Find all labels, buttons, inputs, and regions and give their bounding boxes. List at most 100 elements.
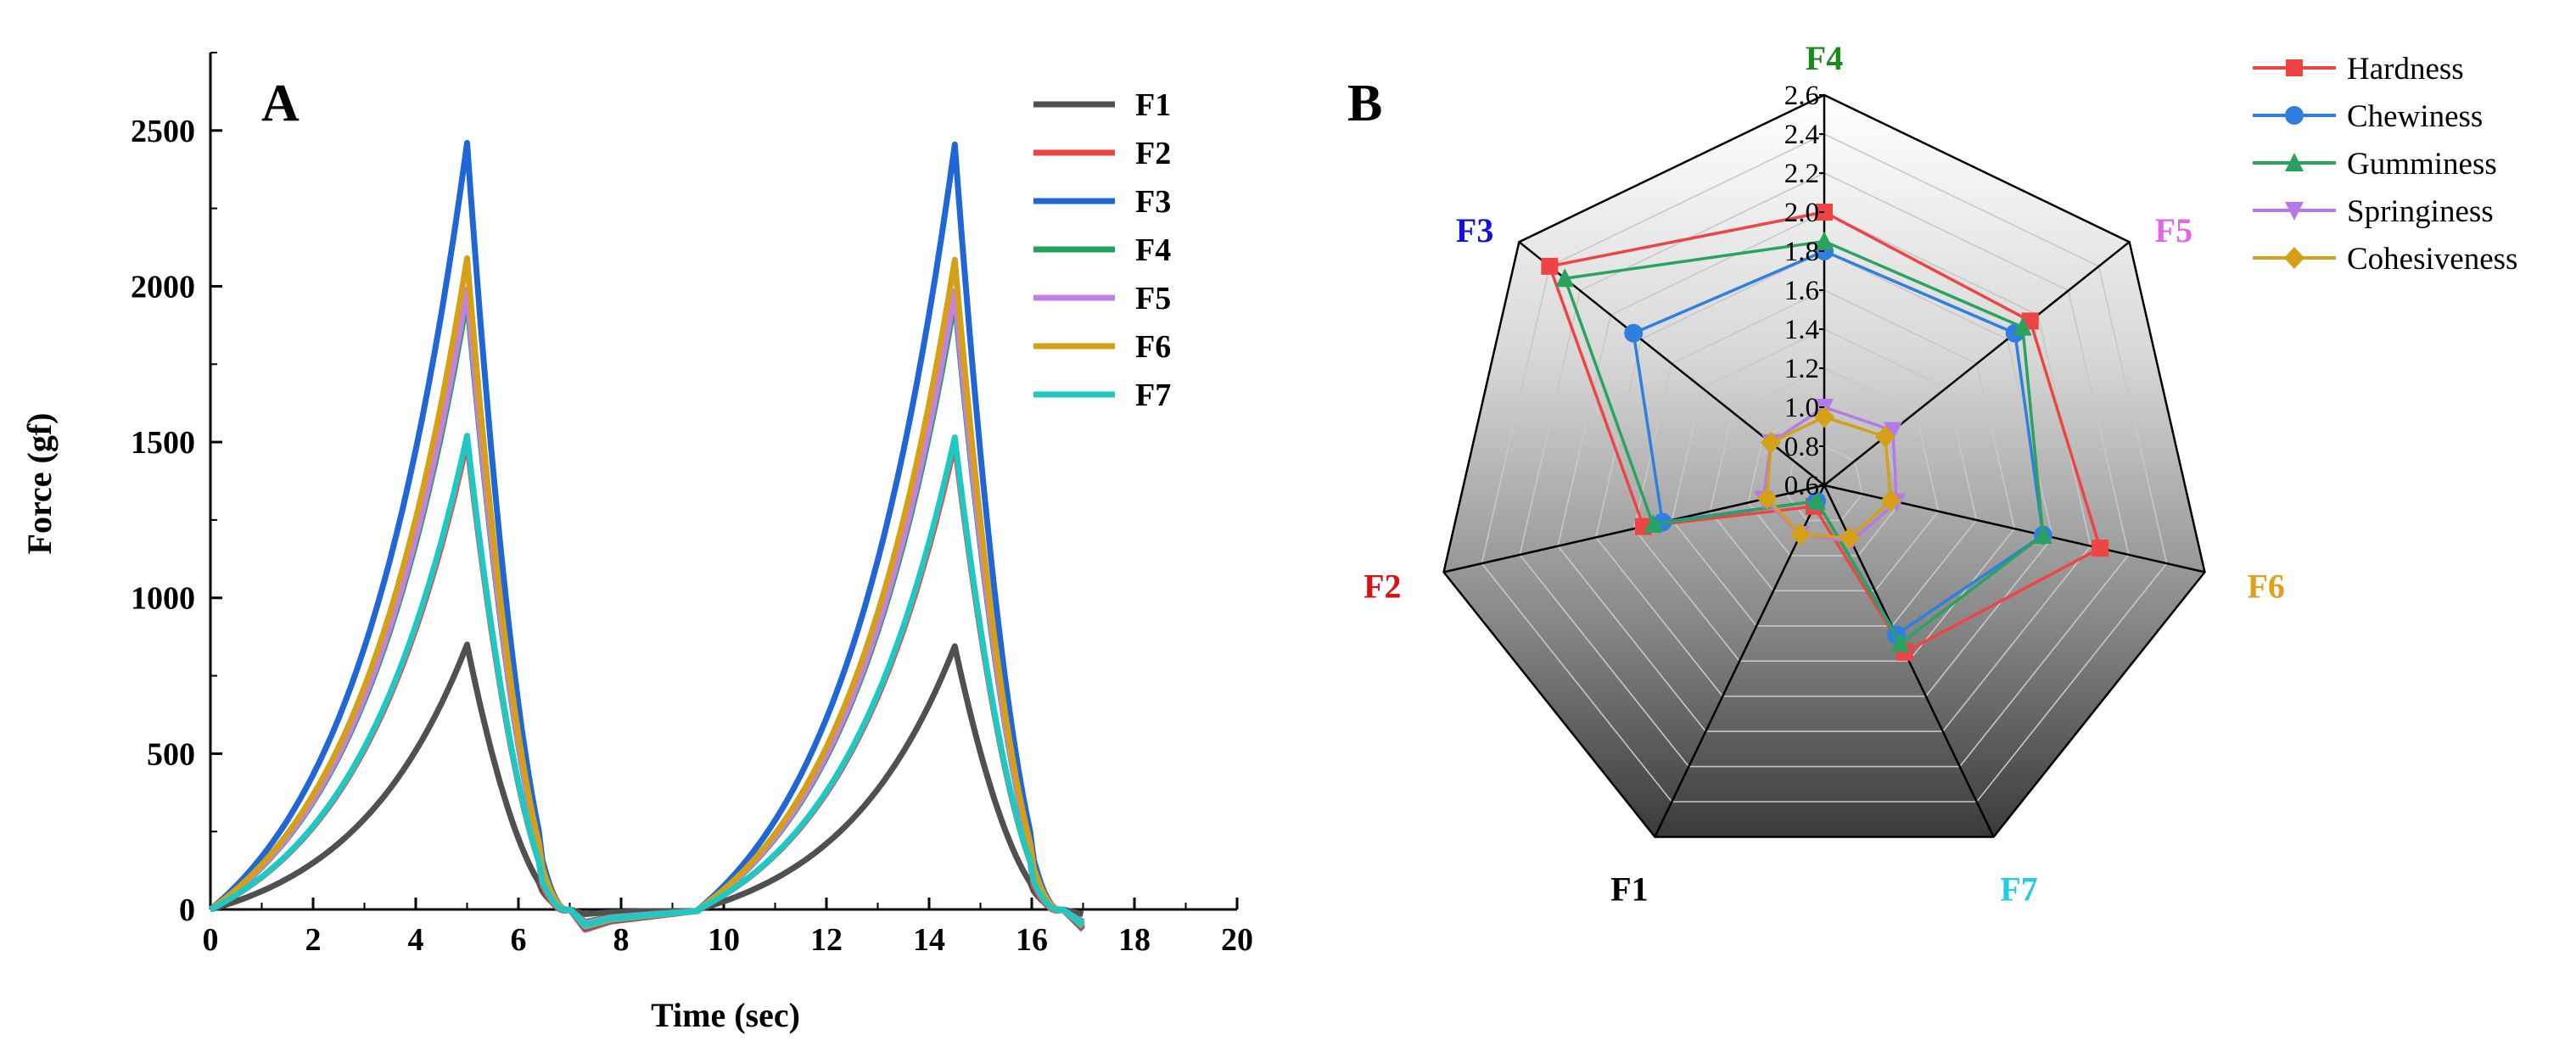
- radar-point-cohesiveness: [1839, 527, 1860, 550]
- radar-tick-label: 2.2: [1784, 159, 1819, 189]
- radar-axis-label-f6: F6: [2247, 567, 2284, 605]
- radar-series: [1541, 204, 2109, 661]
- legend-label-f4: F4: [1135, 232, 1171, 268]
- radar-point-chewiness: [1624, 323, 1644, 343]
- radar-legend-label-chewiness: Chewiness: [2347, 99, 2483, 134]
- line-chart-legend: F1 F2 F3 F4 F5 F6 F7: [1033, 87, 1171, 413]
- radar-grid-ring: [1671, 328, 1978, 627]
- y-tick-label: 2500: [131, 114, 195, 149]
- radar-tick-label: 1.8: [1784, 237, 1819, 267]
- x-tick-label: 8: [613, 922, 630, 958]
- radar-tick-label: 0.6: [1784, 471, 1819, 501]
- radar-legend-marker-springiness: [2285, 202, 2304, 221]
- y-tick-label: 1000: [131, 581, 195, 617]
- radar-legend-label-cohesiveness: Cohesiveness: [2347, 242, 2517, 277]
- series-line-f4: [209, 295, 1085, 926]
- radar-tick-label: 0.8: [1784, 432, 1819, 462]
- x-tick-label: 12: [810, 922, 843, 958]
- radar-legend-label-springiness: Springiness: [2347, 194, 2494, 229]
- radar-grid-ring: [1632, 289, 2016, 663]
- radar-legend-label-hardness: Hardness: [2347, 52, 2464, 87]
- radar-point-gumminess: [1815, 231, 1834, 250]
- radar-point-gumminess: [2013, 316, 2032, 336]
- y-axis-title: Force (gf): [20, 413, 59, 555]
- y-tick-label: 0: [179, 892, 195, 928]
- radar-series-outline: [1562, 239, 2045, 646]
- radar-tick-label: 1.4: [1784, 315, 1819, 345]
- radar-tick-label: 2.0: [1784, 198, 1819, 228]
- radar-axis-label-f2: F2: [1364, 567, 1401, 605]
- radar-series-gumminess: [1555, 231, 2052, 652]
- panel-label-b: B: [1347, 75, 1382, 132]
- radar-legend-marker-chewiness: [2285, 106, 2304, 125]
- radar-point-gumminess: [1890, 633, 1910, 652]
- radar-point-hardness: [1541, 257, 1559, 275]
- radar-grid-ring: [1747, 406, 1901, 557]
- legend-label-f3: F3: [1135, 184, 1171, 220]
- radar-point-gumminess: [1644, 514, 1663, 534]
- radar-point-gumminess: [2033, 524, 2052, 544]
- x-tick-label: 2: [305, 922, 322, 958]
- radar-tick-label: 1.0: [1784, 393, 1819, 423]
- radar-legend-marker-hardness: [2286, 59, 2303, 76]
- radar-chart-panel: B 0.6 0.8 1.0 1.2 1.4 1.6 1.8 2.0 2.2 2.4 2.6 F4 F5…: [1347, 39, 2517, 908]
- radar-point-cohesiveness: [1814, 406, 1834, 428]
- legend-label-f7: F7: [1135, 378, 1171, 413]
- line-chart-series: [208, 140, 1085, 933]
- series-line-f6: [208, 255, 1085, 930]
- radar-spoke: [1823, 241, 2131, 486]
- radar-legend-marker-cohesiveness: [2284, 247, 2304, 269]
- panel-label-a: A: [261, 75, 300, 132]
- radar-point-gumminess: [1555, 268, 1575, 288]
- x-tick-label: 18: [1118, 922, 1151, 958]
- radar-axis-label-f1: F1: [1610, 870, 1648, 908]
- x-tick-label: 10: [708, 922, 740, 958]
- radar-legend: Hardness Chewiness Gumminess Springiness Coh…: [2253, 52, 2517, 277]
- radar-spoke: [1654, 484, 1826, 837]
- radar-grid-ring: [1481, 133, 2168, 803]
- legend-label-f6: F6: [1135, 329, 1171, 365]
- radar-point-cohesiveness: [1880, 489, 1901, 512]
- x-tick-label: 4: [408, 922, 424, 958]
- y-tick-label: 2000: [131, 269, 195, 305]
- y-tick-label: 500: [147, 736, 195, 772]
- radar-grid-ring: [1595, 250, 2053, 697]
- x-axis-title: Time (sec): [651, 996, 800, 1034]
- radar-point-cohesiveness: [1761, 431, 1782, 454]
- y-tick-label: 1500: [131, 425, 195, 461]
- radar-axis-label-f7: F7: [2000, 870, 2037, 908]
- radar-grid-ring: [1519, 172, 2130, 768]
- radar-legend-label-gumminess: Gumminess: [2347, 147, 2497, 182]
- series-line-f2: [209, 439, 1085, 933]
- radar-point-cohesiveness: [1874, 425, 1896, 448]
- radar-tick-label: 2.4: [1784, 120, 1819, 150]
- radar-point-springiness: [1883, 422, 1902, 441]
- radar-point-hardness: [2092, 540, 2109, 557]
- radar-tick-label: 1.2: [1784, 354, 1819, 384]
- x-tick-label: 0: [203, 922, 219, 958]
- x-tick-label: 16: [1016, 922, 1048, 958]
- radar-tick-label: 2.6: [1784, 81, 1819, 111]
- radar-legend-marker-gumminess: [2285, 153, 2304, 171]
- radar-series-outline: [1547, 210, 2103, 655]
- radar-axis-label-f5: F5: [2155, 211, 2192, 249]
- radar-point-gumminess: [1807, 490, 1827, 510]
- line-chart-axes: 0 2 4 6 8 10 12 14 16 18 20 0 500 1000 1500 2000 2500: [131, 52, 1253, 958]
- series-line-f5: [209, 286, 1085, 926]
- x-tick-label: 14: [913, 922, 945, 958]
- radar-point-cohesiveness: [1790, 523, 1812, 546]
- legend-label-f5: F5: [1135, 281, 1171, 316]
- radar-grid-ring: [1557, 211, 2092, 732]
- legend-label-f1: F1: [1135, 87, 1171, 123]
- radar-axis-label-f3: F3: [1456, 211, 1493, 249]
- radar-axis-labels: F4 F5 F6 F7 F1 F2 F3: [1364, 39, 2285, 908]
- series-line-f7: [209, 433, 1085, 928]
- radar-grid-ring: [1709, 367, 1940, 592]
- radar-point-cohesiveness: [1756, 487, 1778, 510]
- x-tick-label: 20: [1221, 922, 1253, 958]
- series-line-f1: [210, 641, 1084, 917]
- legend-label-f2: F2: [1135, 136, 1171, 171]
- radar-ticks: 0.6 0.8 1.0 1.2 1.4 1.6 1.8 2.0 2.2 2.4 2.6: [1784, 81, 1824, 501]
